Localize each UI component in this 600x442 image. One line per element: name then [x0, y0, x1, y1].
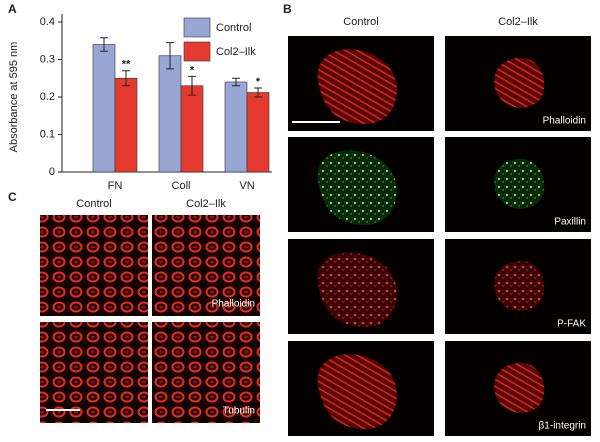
error-bar	[254, 87, 262, 98]
y-axis-label: Absorbance at 595 nm	[8, 42, 20, 153]
bar	[224, 81, 248, 173]
column-header: Control	[343, 16, 378, 28]
bar	[114, 77, 138, 173]
significance-label: *	[190, 64, 195, 76]
panel-label: A	[8, 2, 17, 16]
legend-swatch	[183, 41, 211, 62]
error-bar	[232, 77, 240, 87]
column-header: Col2–Ilk	[498, 16, 538, 28]
legend-label: Col2–Ilk	[216, 46, 256, 58]
cell	[317, 49, 397, 125]
bar	[92, 44, 116, 173]
x-tick-label: Coll	[172, 180, 191, 192]
column-header: Control	[76, 198, 111, 210]
cell-field	[40, 215, 148, 316]
stain-label: Phalloidin	[543, 116, 586, 127]
cell	[494, 260, 545, 311]
x-tick-label: VN	[239, 180, 254, 192]
cell	[494, 158, 545, 209]
bar	[180, 85, 204, 173]
cell	[494, 362, 545, 413]
y-tick-label: 0.3	[40, 53, 55, 65]
significance-label: **	[122, 59, 131, 71]
x-tick-label: FN	[108, 180, 123, 192]
cell-field	[40, 322, 148, 423]
cell	[494, 57, 545, 108]
error-bar	[188, 75, 196, 96]
cell	[317, 354, 397, 430]
y-tick-label: 0.1	[40, 128, 55, 140]
cell-field	[152, 322, 260, 423]
cell-field	[152, 215, 260, 316]
stain-label: Tubulin	[223, 406, 255, 417]
error-bar	[100, 37, 108, 52]
y-tick-label: 0	[49, 166, 55, 178]
panel-label: B	[283, 2, 292, 16]
error-bar	[166, 42, 174, 70]
bar	[158, 55, 182, 173]
stain-label: Paxillin	[554, 217, 586, 228]
column-header: Col2–Ilk	[186, 198, 226, 210]
legend-swatch	[183, 17, 211, 38]
legend-label: Control	[216, 22, 251, 34]
significance-label: *	[256, 76, 261, 88]
stain-label: P-FAK	[557, 319, 586, 330]
y-tick-label: 0.4	[40, 16, 55, 28]
stain-label: Phalloidin	[212, 299, 255, 310]
cell	[317, 150, 397, 226]
stain-label: β1-integrin	[539, 421, 586, 432]
cell	[317, 252, 397, 328]
panel-label: C	[8, 190, 17, 204]
bar	[246, 92, 270, 173]
y-tick-label: 0.2	[40, 91, 55, 103]
error-bar	[122, 70, 130, 87]
